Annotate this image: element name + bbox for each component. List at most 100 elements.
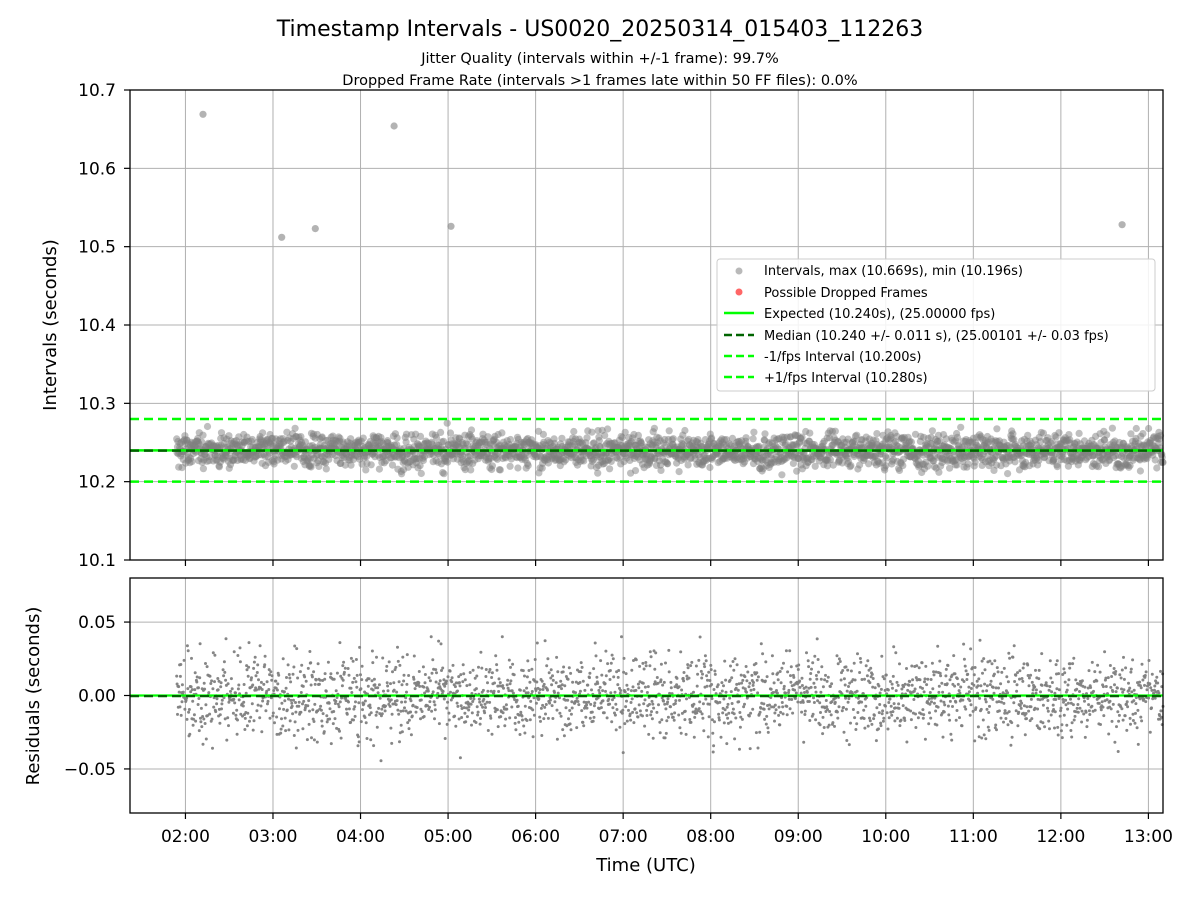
residual-point [773, 711, 777, 715]
residual-point [842, 677, 846, 681]
residual-point [791, 711, 795, 715]
residual-point [1002, 720, 1005, 724]
residual-point [263, 663, 267, 667]
residual-point [431, 658, 435, 662]
residual-point [844, 707, 848, 711]
residual-point [1050, 690, 1054, 694]
residual-point [1002, 701, 1006, 705]
residual-point [380, 712, 384, 716]
interval-point [1156, 432, 1165, 440]
x-tick-label: 10:00 [861, 827, 910, 847]
residual-point [586, 683, 590, 687]
residual-point [902, 685, 906, 689]
residual-point [955, 709, 959, 712]
residual-point [510, 689, 514, 693]
residual-point [584, 701, 588, 704]
interval-point [493, 455, 501, 463]
residual-point [887, 716, 891, 720]
interval-point [899, 462, 907, 470]
residual-point [389, 726, 393, 730]
residual-point [226, 716, 230, 720]
residual-point [631, 685, 635, 689]
residual-point [334, 699, 338, 703]
residual-point [335, 696, 339, 699]
residual-point [428, 700, 432, 704]
residual-point [252, 719, 256, 723]
interval-point [1136, 467, 1144, 475]
residual-point [219, 681, 223, 685]
residual-point [537, 691, 541, 695]
residual-point [304, 679, 308, 683]
residual-point [772, 681, 776, 685]
residual-point [253, 655, 257, 659]
residual-point [258, 644, 262, 648]
residual-point [248, 719, 251, 723]
legend-frame [716, 258, 1156, 392]
residual-point [544, 712, 547, 716]
residual-point [653, 680, 657, 684]
residual-point [816, 658, 820, 661]
residual-point [1063, 680, 1067, 684]
residual-point [500, 635, 504, 639]
residual-point [923, 737, 927, 741]
residual-point [773, 703, 777, 707]
residual-point [987, 728, 991, 732]
residual-point [716, 683, 720, 687]
residual-point [399, 709, 403, 713]
residual-point [1068, 662, 1072, 666]
residual-point [462, 706, 466, 710]
residual-point [309, 683, 313, 687]
residual-point [935, 723, 939, 727]
residual-point [874, 739, 878, 743]
residual-point [191, 723, 195, 727]
residual-point [386, 697, 390, 701]
residual-point [584, 715, 588, 719]
residual-point [971, 709, 975, 713]
residual-point [898, 662, 901, 666]
residual-point [245, 668, 249, 672]
residual-point [504, 703, 508, 707]
residual-point [208, 674, 212, 678]
residual-point [582, 724, 586, 728]
residual-point [189, 690, 193, 694]
residual-point [329, 742, 333, 746]
residual-point [945, 682, 949, 686]
residual-point [219, 685, 223, 689]
interval-outlier-point [447, 222, 455, 230]
interval-point [831, 427, 839, 435]
residual-point [939, 674, 943, 678]
residual-point [725, 705, 729, 709]
interval-point [851, 437, 859, 445]
residual-point [818, 701, 822, 705]
residual-point [650, 710, 653, 714]
interval-point [388, 461, 397, 469]
residual-point [600, 673, 604, 677]
residual-point [404, 709, 408, 713]
residual-point [740, 681, 744, 685]
residual-point [541, 688, 545, 691]
residual-point [1019, 706, 1023, 710]
residual-point [800, 684, 804, 687]
residual-point [583, 688, 587, 692]
residual-point [1061, 673, 1065, 676]
residual-point [999, 682, 1003, 686]
residual-point [510, 705, 514, 709]
residual-point [1041, 703, 1045, 707]
residual-point [574, 691, 577, 695]
residual-point [1120, 687, 1123, 691]
residual-point [1085, 692, 1088, 696]
residual-point [824, 699, 828, 702]
x-axis-label: Time (UTC) [595, 855, 696, 876]
residual-point [385, 681, 389, 685]
residual-point [1083, 699, 1086, 703]
residual-point [569, 671, 573, 675]
residual-point [210, 679, 214, 683]
residual-point [632, 659, 635, 662]
residual-point [673, 711, 677, 715]
residual-point [495, 708, 499, 712]
residual-point [616, 683, 620, 687]
residual-point [658, 720, 662, 724]
residual-point [641, 681, 645, 685]
residual-point [430, 671, 434, 675]
